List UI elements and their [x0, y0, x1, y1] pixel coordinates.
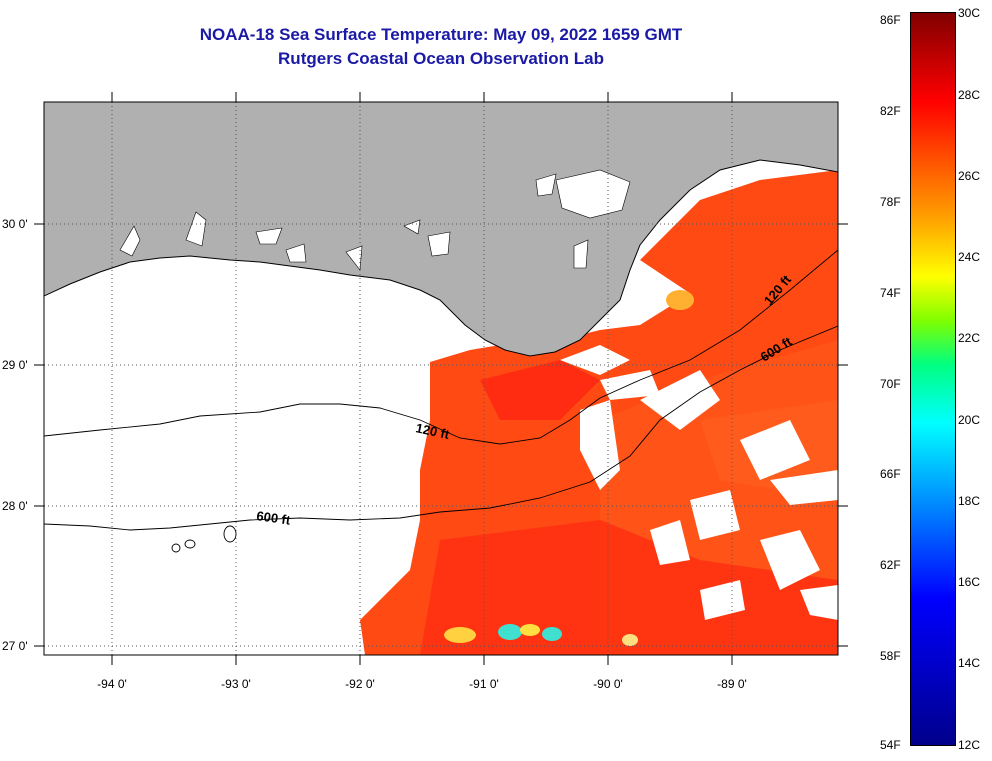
colorbar-c-label: 14C [958, 656, 981, 670]
lat-label: 29 0' [2, 358, 28, 372]
colorbar-c-label: 20C [958, 413, 981, 427]
map-title: NOAA-18 Sea Surface Temperature: May 09,… [199, 25, 683, 44]
map-subtitle: Rutgers Coastal Ocean Observation Lab [278, 49, 604, 68]
colorbar-f-label: 78F [880, 195, 901, 209]
lat-label: 27 0' [2, 639, 28, 653]
lat-label: 28 0' [2, 499, 28, 513]
colorbar-f-label: 66F [880, 467, 901, 481]
colorbar-f-label: 70F [880, 377, 901, 391]
isobaths [44, 249, 838, 553]
colorbar-f-label: 82F [880, 104, 901, 118]
colorbar-c-label: 28C [958, 88, 981, 102]
isobath-600 [44, 325, 838, 531]
lon-label: -92 0' [345, 677, 375, 691]
lon-label: -90 0' [593, 677, 623, 691]
colorbar-c-label: 26C [958, 169, 981, 183]
lat-label: 30 0' [2, 217, 28, 231]
colorbar-c-label: 12C [958, 738, 981, 752]
temperature-colorbar [910, 12, 956, 746]
tick-marks [34, 92, 848, 665]
colorbar-c-label: 22C [958, 331, 981, 345]
map-frame [43, 101, 839, 656]
colorbar-c-label: 30C [958, 6, 981, 20]
colorbar-f-label: 54F [880, 738, 901, 752]
lon-label: -94 0' [97, 677, 127, 691]
land-mass [44, 102, 838, 357]
colorbar-f-label: 74F [880, 286, 901, 300]
colorbar-f-label: 62F [880, 558, 901, 572]
bays [119, 169, 631, 271]
contour-label-120-west: 120 ft [414, 420, 451, 442]
lon-label: -89 0' [717, 677, 747, 691]
colorbar-f-label: 58F [880, 649, 901, 663]
graticule [44, 102, 838, 655]
contour-label-600-west: 600 ft [256, 508, 292, 528]
colorbar-f-label: 86F [880, 13, 901, 27]
colorbar-c-label: 18C [958, 494, 981, 508]
lon-label: -93 0' [221, 677, 251, 691]
colorbar-c-label: 16C [958, 575, 981, 589]
cloud-gaps [560, 345, 838, 620]
colorbar-c-label: 24C [958, 250, 981, 264]
isobath-120-west [44, 249, 838, 445]
lon-label: -91 0' [469, 677, 499, 691]
